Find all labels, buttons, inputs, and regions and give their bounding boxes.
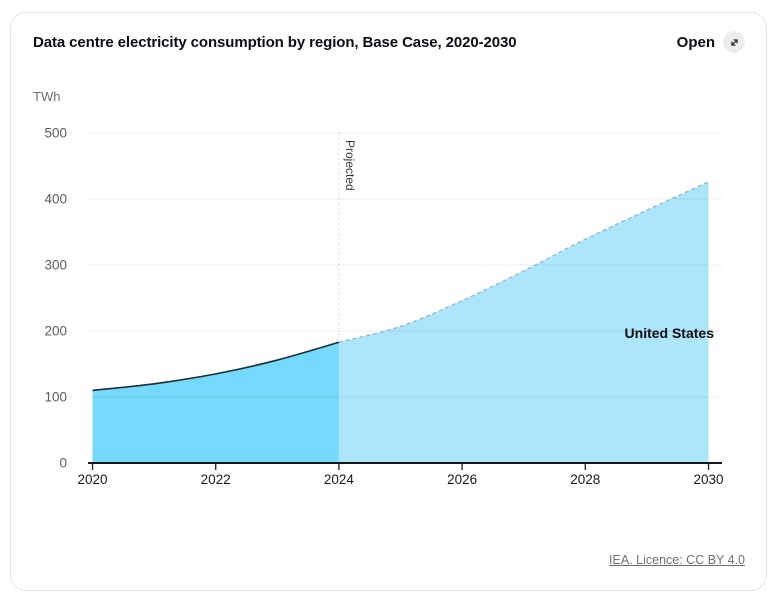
x-tick-label-2030: 2030 [693,472,723,487]
chart-title: Data centre electricity consumption by r… [33,33,517,51]
y-tick-label-100: 100 [44,390,67,405]
x-tick-label-2026: 2026 [447,472,477,487]
x-tick-label-2022: 2022 [201,472,231,487]
y-tick-label-400: 400 [44,192,67,207]
source-licence-link[interactable]: IEA. Licence: CC BY 4.0 [609,553,745,567]
open-button[interactable]: Open [677,31,745,53]
area-historical [92,342,339,463]
y-tick-label-500: 500 [44,126,67,141]
diagonal-expand-arrow-icon [730,38,738,46]
y-axis-unit-label: TWh [33,89,61,104]
x-tick-label-2024: 2024 [324,472,355,487]
area-projected [338,181,709,463]
line-historical [92,341,340,392]
line-projected [338,181,709,343]
x-tick-label-2020: 2020 [77,472,107,487]
projected-annotation-label: Projected [343,140,357,191]
y-tick-label-0: 0 [59,456,67,471]
open-button-label: Open [676,33,715,51]
expand-icon[interactable] [723,31,745,53]
y-tick-label-300: 300 [44,258,67,273]
y-tick-label-200: 200 [44,324,67,339]
x-tick-label-2028: 2028 [570,472,600,487]
series-label-united-states: United States [624,325,714,341]
card-header: Data centre electricity consumption by r… [33,31,745,53]
